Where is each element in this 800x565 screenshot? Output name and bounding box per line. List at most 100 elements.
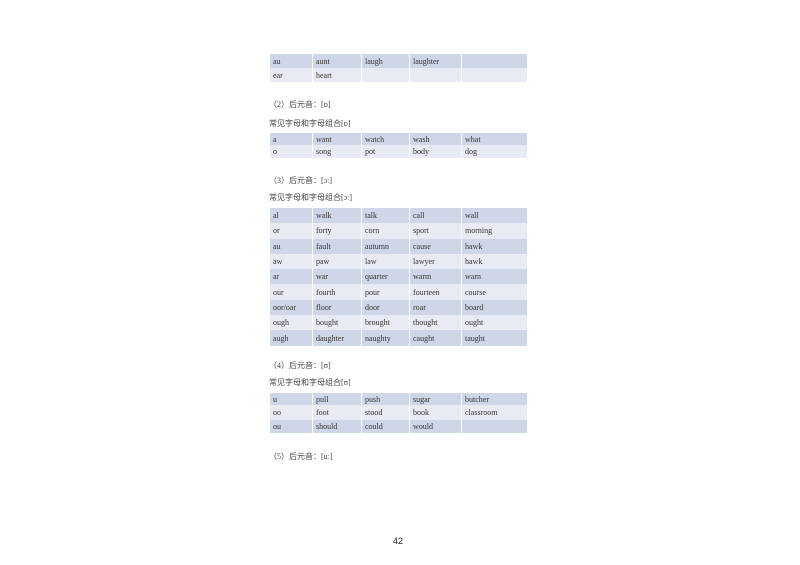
table-cell: talk [362,208,410,224]
table-cell: paw [313,253,362,270]
table-cell: classroom [462,405,528,420]
table-cell: pull [313,393,362,405]
table-cell: roar [410,299,462,316]
table-cell: fourth [313,284,362,300]
table-cell: aw [270,253,313,270]
table-row: au aunt laugh laughter [270,54,528,68]
table-row: au fault autumn cause hawk [270,238,528,254]
table-row: a want watch wash what [270,133,528,145]
table-cell: ar [270,269,313,285]
section-5-heading: （5）后元音：[uː] [269,452,333,461]
table-cell: hawk [462,238,528,254]
table-cell: or [270,223,313,239]
section-4-subheading: 常见字母和字母组合[ʊ] [269,378,351,387]
table-row: ough bought brought thought ought [270,315,528,331]
table-cell: war [313,269,362,285]
table-cell: augh [270,330,313,346]
table-cell: au [270,238,313,254]
table-row: augh daughter naughty caught taught [270,330,528,346]
table-cell: taught [462,330,528,346]
table-cell: floor [313,299,362,316]
table-cell: would [410,420,462,433]
table-cell: course [462,284,528,300]
table-row: ear heart [270,68,528,82]
table-cell: book [410,405,462,420]
table-cell: hawk [462,253,528,270]
page-number: 42 [393,536,404,546]
table-cell: song [313,145,362,158]
table-cell: foot [313,405,362,420]
table-cell: lawyer [410,253,462,270]
table-cell: dog [462,145,528,158]
table-cell: aunt [313,54,362,68]
table-cell: ought [462,315,528,331]
table-cell: o [270,145,313,158]
table-cell [362,68,410,82]
table-cell [462,54,528,68]
table-row: or forty corn sport morning [270,223,528,239]
table-cell: brought [362,315,410,331]
table-cell: morning [462,223,528,239]
table-cell: ear [270,68,313,82]
table-row: al walk talk call wall [270,208,528,224]
table-row: oor/oar floor door roar board [270,299,528,316]
table-cell: want [313,133,362,145]
table-row: u pull push sugar butcher [270,393,528,405]
table-cell: door [362,299,410,316]
table-cell: wall [462,208,528,224]
table-cell: fault [313,238,362,254]
table-cell: sugar [410,393,462,405]
table-cell: push [362,393,410,405]
table-cell: body [410,145,462,158]
table-cell: forty [313,223,362,239]
table-cell: u [270,393,313,405]
table-cell: pot [362,145,410,158]
table-cell: au [270,54,313,68]
table-cell: corn [362,223,410,239]
table-cell: warn [462,269,528,285]
section-2-heading: （2）后元音：[ɒ] [269,100,331,109]
table-cell: al [270,208,313,224]
table-cell: laughter [410,54,462,68]
table-row: our fourth pour fourteen course [270,284,528,300]
table-row: oo foot stood book classroom [270,405,528,420]
table-cell: pour [362,284,410,300]
table-cell: butcher [462,393,528,405]
table-cell: oor/oar [270,299,313,316]
table-continued: au aunt laugh laughter ear heart [270,54,528,82]
table-cell: heart [313,68,362,82]
table-cell: could [362,420,410,433]
table-cell [462,68,528,82]
table-cell: bought [313,315,362,331]
table-cell: wash [410,133,462,145]
table-section-2: a want watch wash what o song pot body dog [270,133,528,158]
table-cell: cause [410,238,462,254]
table-cell: naughty [362,330,410,346]
table-row: aw paw law lawyer hawk [270,253,528,270]
table-cell: autumn [362,238,410,254]
table-cell: board [462,299,528,316]
table-cell: ough [270,315,313,331]
table-cell: fourteen [410,284,462,300]
table-cell: quarter [362,269,410,285]
table-cell: ou [270,420,313,433]
table-cell: sport [410,223,462,239]
section-4-heading: （4）后元音：[ʊ] [269,361,331,370]
table-cell: warm [410,269,462,285]
table-cell [462,420,528,433]
section-3-subheading: 常见字母和字母组合[ɔː] [269,193,353,202]
table-cell: oo [270,405,313,420]
section-2-subheading: 常见字母和字母组合[ɒ] [269,119,351,128]
table-cell [410,68,462,82]
table-cell: stood [362,405,410,420]
table-cell: laugh [362,54,410,68]
table-cell: thought [410,315,462,331]
table-section-3: al walk talk call wall or forty corn sport mornin… [270,208,528,346]
table-cell: watch [362,133,410,145]
table-cell: should [313,420,362,433]
table-cell: caught [410,330,462,346]
table-cell: walk [313,208,362,224]
table-cell: our [270,284,313,300]
table-cell: law [362,253,410,270]
table-cell: daughter [313,330,362,346]
